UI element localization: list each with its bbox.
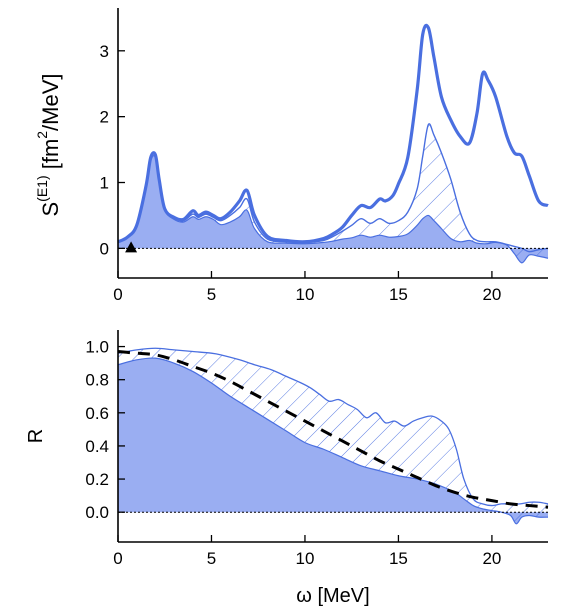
- bottom-y-tick-label: 0.4: [85, 437, 109, 456]
- bottom-y-tick-label: 0.8: [85, 371, 109, 390]
- ratio-upper-line: [117, 347, 549, 507]
- top-y-axis-label-text: S(E1) [fm2/MeV]: [34, 73, 63, 216]
- ratio-lower-fill: [118, 358, 548, 524]
- strength-lower-line: [117, 155, 549, 264]
- top-y-tick-label: 1: [100, 174, 109, 193]
- bottom-x-axis-label: ω [MeV]: [296, 585, 369, 607]
- ratio-lower-line: [117, 357, 549, 525]
- top-x-tick-label: 15: [389, 285, 408, 304]
- bottom-y-axis-label: R: [25, 429, 47, 443]
- top-x-tick-label: 5: [207, 285, 216, 304]
- top-y-axis-label-part: S: [38, 202, 63, 217]
- bottom-panel: 0 5 10 15 20 0.0 0.2 0.4 0.6 0.8 1.0 R ω [MeV]: [25, 330, 549, 607]
- bottom-x-tick-label: 5: [207, 549, 216, 568]
- top-y-axis-label-part: [fm: [38, 139, 63, 176]
- top-axes: 0 5 10 15 20 0 1 2 3: [100, 8, 548, 304]
- top-y-axis-label-part: 2: [34, 131, 50, 139]
- bottom-x-tick-label: 0: [113, 549, 122, 568]
- bottom-x-tick-label: 15: [389, 549, 408, 568]
- bottom-x-tick-label: 20: [482, 549, 501, 568]
- bottom-y-tick-label: 1.0: [85, 338, 109, 357]
- bottom-axes: 0 5 10 15 20 0.0 0.2 0.4 0.6 0.8 1.0: [85, 330, 548, 568]
- top-y-tick-label: 2: [100, 108, 109, 127]
- bottom-y-tick-label: 0.2: [85, 470, 109, 489]
- top-y-tick-label: 0: [100, 239, 109, 258]
- strength-total-line: [117, 23, 549, 244]
- bottom-plot-area: [117, 347, 549, 525]
- top-x-tick-label: 20: [482, 285, 501, 304]
- top-y-axis-label-part: (E1): [34, 175, 50, 201]
- top-plot-area: [117, 23, 549, 264]
- strength-hatched-band: [118, 123, 548, 263]
- strength-lower-fill: [118, 155, 548, 263]
- bottom-y-tick-label: 0.6: [85, 404, 109, 423]
- top-y-axis-label: S(E1) [fm2/MeV]: [34, 73, 63, 216]
- triangle-marker: [125, 241, 138, 253]
- top-x-tick-label: 0: [113, 285, 122, 304]
- top-x-tick-label: 10: [295, 285, 314, 304]
- bottom-y-tick-label: 0.0: [85, 503, 109, 522]
- top-y-axis-label-part: /MeV]: [38, 73, 63, 130]
- ratio-fit-dashed-line: [117, 350, 549, 509]
- ratio-hatched-band: [118, 348, 548, 524]
- top-y-tick-label: 3: [100, 42, 109, 61]
- bottom-x-tick-label: 10: [295, 549, 314, 568]
